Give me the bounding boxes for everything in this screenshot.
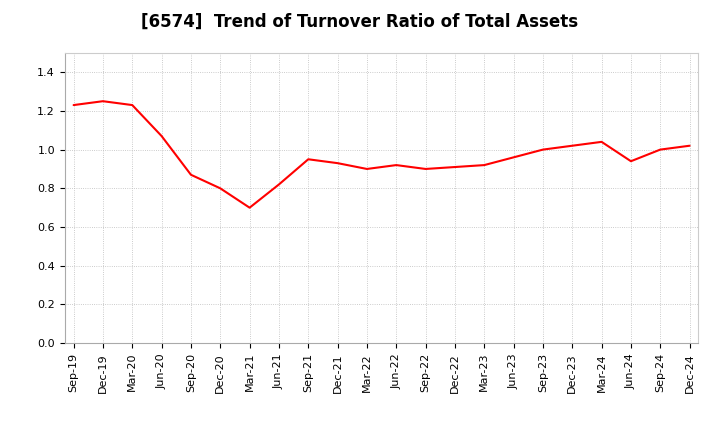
Text: [6574]  Trend of Turnover Ratio of Total Assets: [6574] Trend of Turnover Ratio of Total … <box>141 13 579 31</box>
